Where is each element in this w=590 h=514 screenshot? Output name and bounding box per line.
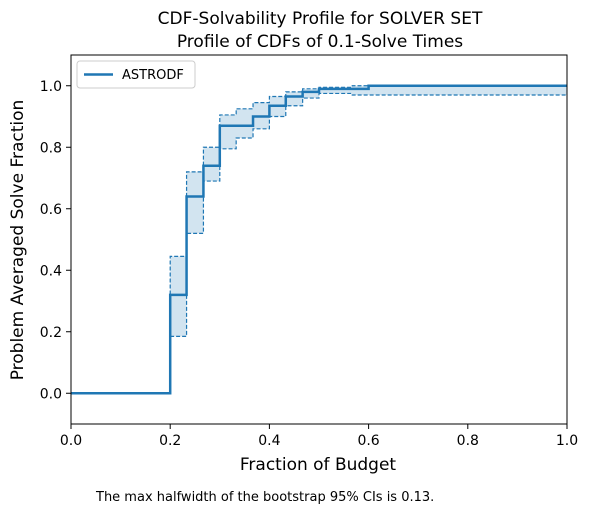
x-tick-label: 0.0 (60, 433, 82, 449)
x-tick-label: 0.8 (457, 433, 479, 449)
y-tick-label: 0.0 (40, 386, 62, 402)
x-tick-label: 0.2 (159, 433, 181, 449)
axes-frame (70, 54, 568, 425)
chart-subtitle: Profile of CDFs of 0.1-Solve Times (177, 32, 463, 52)
y-tick-label: 1.0 (40, 79, 62, 95)
series-line-astrodf (71, 84, 567, 395)
y-axis-label: Problem Averaged Solve Fraction (8, 100, 28, 381)
ci-upper-line (71, 85, 567, 394)
ci-band (71, 85, 567, 394)
chart-title: CDF-Solvability Profile for SOLVER SET (158, 9, 483, 29)
ci-lower-line (71, 92, 567, 394)
y-axis: 0.0 0.2 0.4 0.6 0.8 1.0 (40, 79, 71, 402)
x-tick-label: 0.4 (258, 433, 280, 449)
plot-area (71, 84, 567, 395)
x-tick-label: 1.0 (556, 433, 578, 449)
legend-box (76, 60, 196, 89)
x-axis: 0.0 0.2 0.4 0.6 0.8 1.0 (60, 424, 578, 449)
y-tick-label: 0.6 (40, 202, 62, 218)
x-axis-label: Fraction of Budget (240, 455, 397, 475)
y-tick-label: 0.4 (40, 263, 62, 279)
x-tick-label: 0.6 (357, 433, 379, 449)
footnote: The max halfwidth of the bootstrap 95% C… (95, 490, 434, 505)
y-tick-label: 0.2 (40, 325, 62, 341)
y-tick-label: 0.8 (40, 140, 62, 156)
legend: ASTRODF (76, 60, 196, 89)
legend-label-astrodf: ASTRODF (122, 68, 184, 83)
